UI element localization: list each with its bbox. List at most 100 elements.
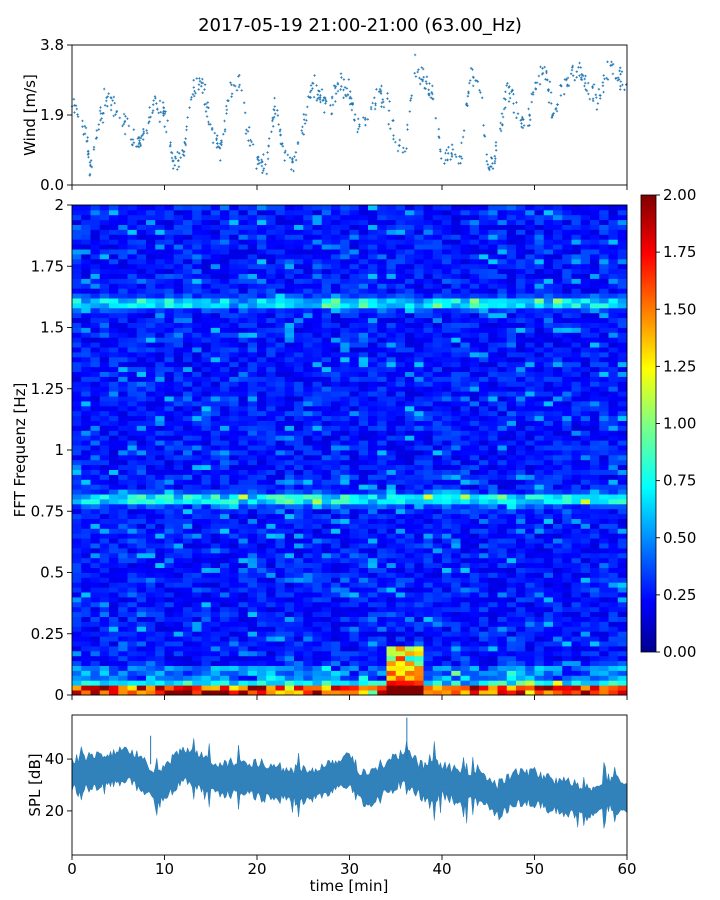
spectrogram-cell	[229, 680, 239, 686]
spectrogram-cell	[192, 401, 202, 407]
spectrogram-cell	[405, 410, 415, 417]
wind-point	[323, 96, 326, 99]
spectrogram-cell	[109, 386, 119, 392]
wind-point	[197, 88, 200, 91]
spectrogram-cell	[99, 386, 110, 392]
spectrogram-cell	[423, 631, 434, 637]
spectrogram-cell	[358, 371, 369, 377]
spectrogram-cell	[497, 352, 508, 358]
spectrogram-cell	[368, 626, 378, 632]
wind-point	[588, 97, 591, 101]
spectrogram-cell	[553, 611, 563, 617]
spectrogram-cell	[488, 621, 498, 627]
wind-point	[386, 97, 389, 100]
spectrogram-cell	[534, 641, 545, 647]
spectrogram-cell	[155, 508, 165, 515]
spectrogram-cell	[247, 381, 258, 387]
spectrogram-cell	[266, 631, 276, 637]
spectrogram-cell	[210, 415, 221, 421]
spectrogram-cell	[599, 685, 609, 691]
wind-point	[380, 84, 383, 88]
spectrogram-cell	[525, 352, 535, 358]
spectrogram-cell	[553, 601, 563, 608]
spectrogram-cell	[99, 528, 110, 534]
spectrogram-cell	[451, 533, 461, 539]
spectrogram-cell	[72, 484, 82, 490]
spectrogram-cell	[580, 425, 591, 431]
spectrogram-cell	[201, 675, 212, 681]
spectrogram-cell	[423, 499, 434, 505]
wind-point	[501, 115, 505, 119]
spectrogram-cell	[275, 523, 286, 529]
wind-point	[211, 141, 215, 144]
spectrogram-cell	[312, 567, 323, 573]
wind-point	[225, 104, 228, 108]
spectrogram-cell	[136, 445, 147, 451]
spectrogram-cell	[479, 405, 489, 412]
spectrogram-cell	[118, 626, 128, 632]
spectrogram-cell	[173, 410, 184, 417]
spectrogram-cell	[109, 621, 119, 627]
spectrogram-cell	[617, 459, 628, 466]
spectrogram-cell	[525, 685, 535, 691]
spectrogram-cell	[210, 513, 221, 519]
spectrogram-cell	[164, 503, 175, 510]
spectrogram-cell	[571, 381, 582, 387]
spectrogram-cell	[497, 381, 508, 387]
spectrogram-cell	[608, 592, 619, 598]
spectrogram-cell	[488, 675, 498, 681]
spectrogram-cell	[183, 386, 193, 392]
spectrogram-cell	[442, 459, 452, 466]
spectrogram-cell	[109, 523, 119, 529]
spectrogram-cell	[386, 592, 397, 598]
wind-point	[177, 165, 181, 168]
wind-point	[232, 84, 236, 87]
spectrogram-cell	[321, 611, 332, 617]
spectrogram-cell	[497, 680, 508, 686]
spectrogram-cell	[257, 685, 267, 691]
spectrogram-cell	[340, 660, 350, 666]
spectrogram-cell	[192, 356, 202, 363]
spectrogram-cell	[617, 543, 628, 549]
spectrogram-cell	[488, 381, 498, 387]
wind-point	[185, 128, 188, 132]
spectrogram-cell	[386, 430, 397, 436]
spectrogram-cell	[571, 606, 582, 613]
spectrogram-cell	[164, 464, 175, 470]
spectrogram-cell	[414, 665, 424, 671]
spectrogram-cell	[617, 665, 628, 671]
spectrogram-cell	[525, 533, 535, 539]
wind-point	[406, 128, 409, 131]
spectrogram-cell	[516, 650, 526, 657]
spectrogram-cell	[247, 670, 258, 676]
spectrogram-cell	[99, 464, 110, 470]
spectrogram-cell	[562, 655, 572, 662]
spectrogram-cell	[109, 650, 119, 657]
spectrogram-cell	[368, 572, 378, 578]
spectrogram-cell	[183, 533, 193, 539]
wind-point	[569, 72, 573, 75]
wind-point	[491, 167, 495, 170]
spectrogram-cell	[155, 430, 165, 436]
spectrogram-cell	[451, 513, 461, 519]
spectrogram-cell	[377, 616, 387, 622]
spectrogram-cell	[136, 366, 147, 372]
spectrogram-cell	[562, 621, 572, 627]
spectrogram-cell	[571, 464, 582, 470]
spectrogram-cell	[590, 435, 600, 441]
spectrogram-cell	[109, 479, 119, 485]
spectrogram-cell	[81, 601, 91, 608]
spectrogram-cell	[469, 538, 480, 544]
spectrogram-cell	[423, 420, 434, 426]
spectrogram-cell	[516, 601, 526, 608]
wind-point	[566, 76, 570, 80]
spectrogram-cell	[580, 513, 591, 519]
wind-point	[89, 164, 92, 168]
spectrogram-cell	[571, 352, 582, 358]
spectrogram-cell	[469, 489, 480, 495]
wind-point	[168, 145, 172, 148]
spectrogram-cell	[562, 626, 572, 632]
spectrogram-cell	[284, 621, 295, 627]
spectrogram-cell	[192, 611, 202, 617]
wind-point	[362, 116, 365, 119]
